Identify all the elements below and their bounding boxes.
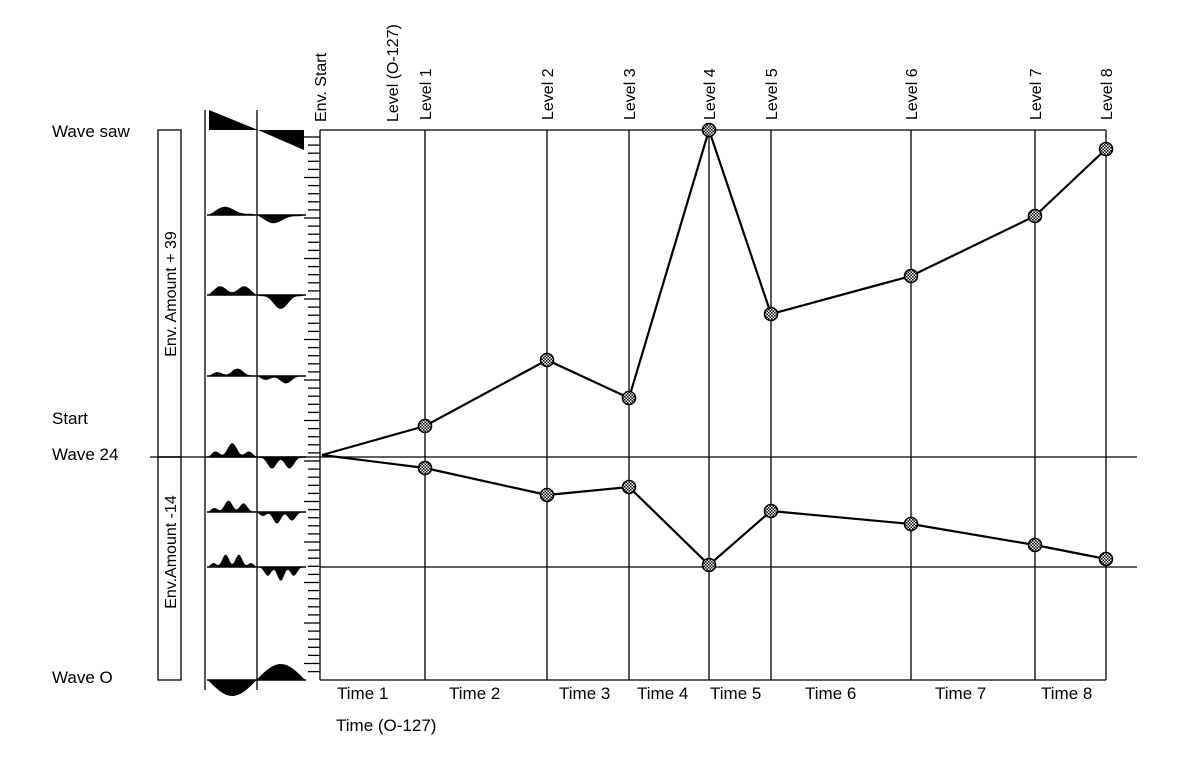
wave-24-label: Wave 24 xyxy=(52,445,118,464)
lower-level-5-point xyxy=(763,503,779,519)
upper-level-8-point xyxy=(1098,141,1114,157)
waveform-7-icon xyxy=(208,664,305,696)
waveform-5-icon xyxy=(208,500,305,524)
time-label-8: Time 8 xyxy=(1041,684,1092,703)
time-label-4: Time 4 xyxy=(637,684,688,703)
lower-level-8-point xyxy=(1098,551,1114,567)
waveform-4-icon xyxy=(208,443,305,469)
level-label-5: Level 5 xyxy=(764,68,781,120)
lower-envelope-line xyxy=(321,453,1107,567)
upper-level-1-point xyxy=(417,418,433,434)
envelope-points xyxy=(417,122,1114,573)
level-label-6: Level 6 xyxy=(904,68,921,120)
level-range-label: Level (O-127) xyxy=(385,24,402,122)
time-label-2: Time 2 xyxy=(449,684,500,703)
waveform-strip xyxy=(204,110,306,696)
time-range-label: Time (O-127) xyxy=(336,716,436,735)
ruler-ticks xyxy=(304,136,320,673)
lower-level-1-point xyxy=(417,460,433,476)
env-start-label: Env. Start xyxy=(313,52,330,122)
level-label-7: Level 7 xyxy=(1028,68,1045,120)
time-label-7: Time 7 xyxy=(935,684,986,703)
time-label-5: Time 5 xyxy=(710,684,761,703)
waveform-1-icon xyxy=(208,206,305,224)
time-label-3: Time 3 xyxy=(559,684,610,703)
lower-level-6-point xyxy=(903,516,919,532)
saw-wave-icon xyxy=(209,110,258,130)
upper-level-4-point xyxy=(701,122,717,138)
level-label-1: Level 1 xyxy=(418,68,435,120)
time-label-6: Time 6 xyxy=(805,684,856,703)
wave-o-label: Wave O xyxy=(52,668,113,687)
waveform-6-icon xyxy=(208,554,305,581)
start-label: Start xyxy=(52,409,88,428)
waveform-icons xyxy=(207,206,306,696)
lower-level-4-point xyxy=(701,557,717,573)
wave-saw-label: Wave saw xyxy=(52,122,131,141)
ruler xyxy=(304,130,321,680)
level-labels: Level 1 Level 2 Level 3 Level 4 Level 5 Level… xyxy=(418,68,1116,120)
upper-level-6-point xyxy=(903,268,919,284)
lower-level-3-point xyxy=(621,479,637,495)
grid xyxy=(150,129,1137,681)
upper-envelope-line xyxy=(321,126,1107,457)
level-label-8: Level 8 xyxy=(1099,68,1116,120)
upper-level-2-point xyxy=(539,352,555,368)
level-label-3: Level 3 xyxy=(622,68,639,120)
time-labels: Time 1 Time 2 Time 3 Time 4 Time 5 Time 6 Time… xyxy=(337,684,1092,703)
upper-level-5-point xyxy=(763,306,779,322)
level-label-4: Level 4 xyxy=(702,68,719,120)
env-amount-lower-label: Env.Amount -14 xyxy=(163,495,180,609)
upper-level-7-point xyxy=(1027,208,1043,224)
waveform-3-icon xyxy=(208,368,305,384)
lower-level-7-point xyxy=(1027,537,1043,553)
level-label-2: Level 2 xyxy=(540,68,557,120)
time-label-1: Time 1 xyxy=(337,684,388,703)
lower-level-2-point xyxy=(539,487,555,503)
env-amount-upper-label: Env. Amount + 39 xyxy=(163,231,180,357)
upper-level-3-point xyxy=(621,390,637,406)
level-columns xyxy=(424,130,1107,680)
waveform-2-icon xyxy=(208,286,305,309)
